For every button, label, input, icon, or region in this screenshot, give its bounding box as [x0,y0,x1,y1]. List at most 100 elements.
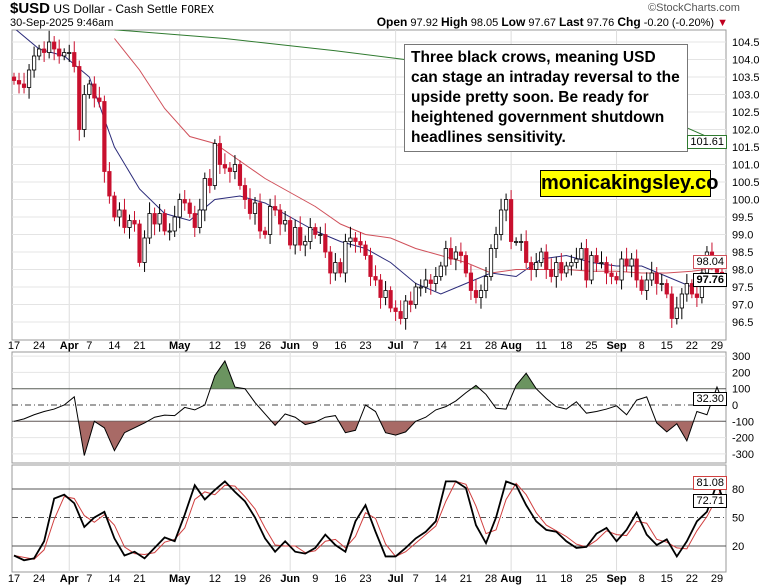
candle-body [674,307,679,319]
candle-body [629,258,634,267]
candle-body [273,206,278,211]
price-tick-label: 98.5 [732,247,753,259]
x-tick-label-bottom: Aug [500,573,521,585]
x-tick-label: 12 [209,340,221,352]
candle-body [689,283,694,295]
candle-body [267,206,273,235]
candle-body [413,286,418,305]
candle-body [167,230,172,233]
ma-mid-value-label: 98.04 [693,255,727,269]
x-tick-label: Jun [280,340,300,352]
cci-tick-label: 100 [732,384,750,396]
x-tick-label-bottom: 16 [334,573,346,585]
x-tick-label-bottom: 23 [359,573,371,585]
candle-body [584,248,589,281]
candle-body [257,202,263,232]
candle-body [589,255,594,281]
candle-body [664,283,669,295]
candle-body [373,276,378,281]
candle-body [418,286,423,289]
x-tick-label-bottom: Sep [606,573,626,585]
x-tick-label-bottom: Jul [388,573,404,585]
candle-body [433,276,438,284]
x-tick-label: 15 [661,340,673,352]
x-tick-label-bottom: 28 [485,573,497,585]
candle-body [237,164,243,186]
price-tick-label: 103.0 [732,90,760,102]
candle-body [217,143,222,165]
x-tick-label: 9 [312,340,318,352]
candle-body [207,178,212,186]
x-tick-label: Aug [500,340,521,352]
stoch-tick-label: 80 [732,484,744,496]
candle-body [403,300,408,319]
price-tick-label: 104.5 [732,37,760,49]
stoch-k-line [13,480,723,562]
quote-summary: Open 97.92 High 98.05 Low 97.67 Last 97.… [377,16,728,30]
candle-body [473,290,479,298]
x-tick-label: 8 [639,340,645,352]
x-tick-label-bottom: Apr [60,573,80,585]
cci-tick-label: -100 [732,416,754,428]
candle-body [634,258,639,281]
candle-body [293,227,298,246]
candle-body [318,234,323,236]
candle-body [483,276,489,291]
candle-body [348,237,353,242]
x-tick-label-bottom: 8 [639,573,645,585]
last-label: Last [559,15,584,29]
candle-body [222,164,227,169]
x-tick-label: 11 [536,340,547,352]
candle-body [453,251,458,260]
price-tick-label: 97.0 [732,300,753,312]
x-tick-label-bottom: 25 [585,573,597,585]
candle-body [298,227,303,246]
candle-body [443,248,448,267]
candle-body [478,290,484,298]
annotation-box: Three black crows, meaning USD can stage… [404,44,688,152]
price-tick-label: 102.5 [732,107,760,119]
candle-body [242,185,248,200]
watermark-logo: monicakingsley.co [540,170,718,197]
x-tick-label-bottom: 15 [661,573,673,585]
candle-body [303,241,308,246]
candle-body [47,41,52,53]
chart-title: $USD US Dollar - Cash Settle FOREX [10,0,214,18]
candle-body [524,241,529,263]
stoch-k-value-label: 72.71 [693,494,727,508]
candle-body [137,223,142,263]
candle-body [67,52,72,54]
candle-body [117,209,122,218]
candle-body [333,262,338,274]
cci-line [13,359,723,456]
x-tick-label: 17 [8,340,20,352]
candle-body [92,83,97,99]
candle-body [132,220,137,225]
candle-body [97,97,102,102]
candle-body [503,199,509,211]
candle-body [559,262,564,274]
symbol: $USD [10,0,51,17]
candle-body [448,248,453,260]
high-value: 98.05 [470,17,499,29]
candle-body [152,213,157,225]
x-tick-label-bottom: 21 [133,573,145,585]
candle-body [343,241,348,274]
price-plot [12,30,725,330]
x-tick-label: 22 [686,340,698,352]
x-tick-label: 28 [485,340,497,352]
x-tick-label: Sep [606,340,626,352]
open-label: Open [376,15,408,29]
candle-body [694,293,699,298]
price-tick-label: 101.0 [732,160,760,172]
x-tick-label: 14 [435,340,447,352]
candle-body [368,255,373,277]
x-tick-label-bottom: 22 [686,573,698,585]
ma-long-value-label: 101.61 [687,135,727,149]
candle-body [488,248,494,277]
price-tick-label: 99.5 [732,212,753,224]
x-tick-label-bottom: 9 [312,573,318,585]
x-tick-label-bottom: 14 [108,573,120,585]
candle-body [393,307,398,312]
candle-body [649,272,654,281]
